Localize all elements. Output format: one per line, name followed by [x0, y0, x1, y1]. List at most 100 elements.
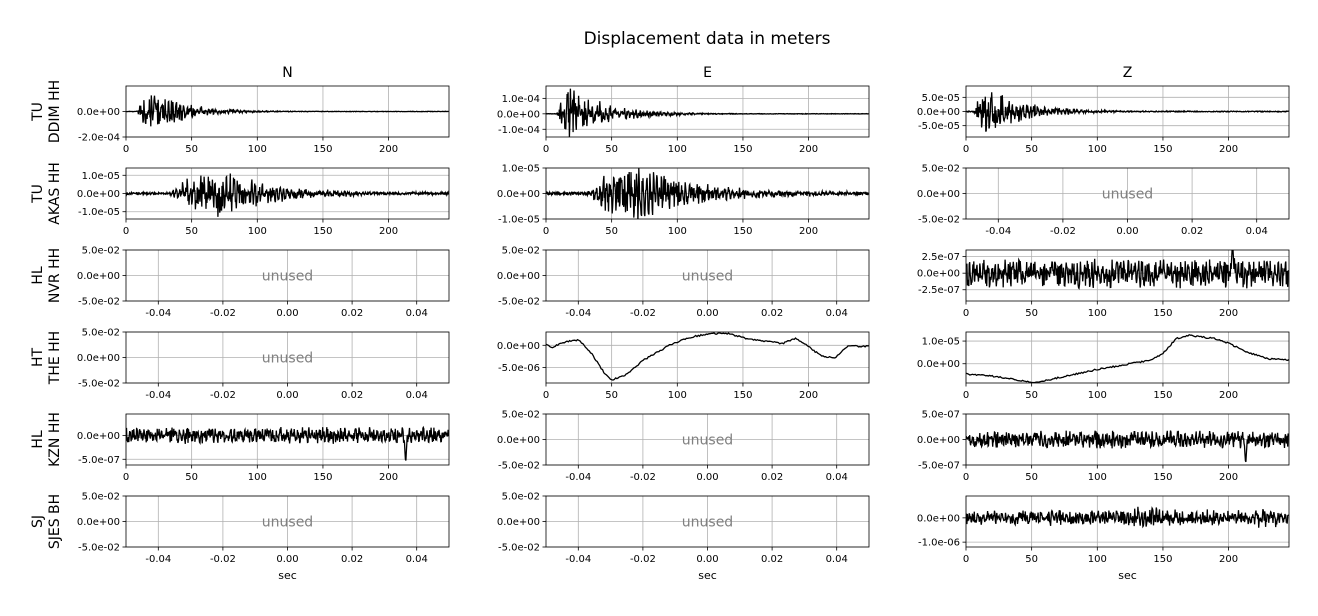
x-tick-label: 50 [1025, 308, 1038, 319]
x-tick-label: 200 [1219, 472, 1238, 483]
column-title: N [282, 65, 292, 81]
panel-z-row-3: 0 50 100 150 200 0.0e+00 1.0e-05 [917, 331, 1290, 401]
panel-grid: 0 50 100 150 200 -2.0e-04 0.0e+00 0 50 100 150 200 -… [77, 85, 1290, 582]
x-tick-label: 0.04 [406, 390, 428, 401]
y-tick-label: 5.0e-02 [502, 246, 540, 257]
row-label-line: HL [30, 430, 46, 449]
panel-z-row-5: 0 50 100 150 200 -1.0e-06 0.0e+00 sec [917, 495, 1290, 582]
x-tick-label: 0 [963, 554, 969, 565]
x-tick-label: -0.02 [630, 472, 656, 483]
figure-title: Displacement data in meters [584, 29, 831, 49]
x-tick-label: 100 [1088, 472, 1107, 483]
x-tick-label: 0 [123, 226, 129, 237]
x-tick-label: -0.04 [565, 554, 591, 565]
y-tick-label: 0.0e+00 [77, 189, 120, 200]
panel-e-row-5: -0.04 -0.02 0.00 0.02 0.04 -5.0e-02 0.0e+00 5.0… [497, 492, 870, 582]
y-tick-label: 0.0e+00 [77, 517, 120, 528]
row-label-line: KZN HH [47, 412, 63, 467]
waveform-line [966, 92, 1289, 132]
panel-n-row-1: 0 50 100 150 200 -1.0e-05 0.0e+00 1.0e-05 [77, 167, 450, 237]
y-tick-label: 0.0e+00 [77, 353, 120, 364]
y-tick-label: 0.0e+00 [497, 517, 540, 528]
x-tick-label: 50 [1025, 144, 1038, 155]
panel-frame [545, 495, 870, 548]
x-tick-label: 0 [963, 390, 969, 401]
y-tick-label: -2.5e-07 [918, 285, 960, 296]
y-tick-label: -5.0e-05 [918, 121, 960, 132]
y-tick-label: -1.0e-05 [78, 207, 120, 218]
y-tick-label: 0.0e+00 [917, 359, 960, 370]
y-tick-label: -5.0e-07 [78, 455, 120, 466]
x-axis-label: sec [278, 569, 297, 582]
x-tick-label: 100 [1088, 144, 1107, 155]
x-tick-label: 150 [1153, 472, 1172, 483]
panel-frame [545, 167, 870, 220]
x-tick-label: 200 [379, 144, 398, 155]
waveform-line [966, 250, 1289, 290]
panel-frame [965, 331, 1290, 384]
panel-frame [965, 249, 1290, 302]
x-tick-label: 0.02 [761, 472, 783, 483]
row-label: HT THE HH [30, 331, 63, 385]
panel-z-row-1: -0.04 -0.02 0.00 0.02 0.04 -5.0e-02 0.0e+00 5.0… [917, 164, 1290, 237]
y-tick-label: -2.0e-04 [78, 133, 120, 144]
x-tick-label: 0 [543, 226, 549, 237]
x-tick-label: 0.00 [696, 472, 718, 483]
x-tick-label: -0.04 [565, 472, 591, 483]
x-tick-label: 100 [668, 226, 687, 237]
y-tick-label: -5.0e-02 [78, 543, 120, 554]
y-tick-label: -1.0e-06 [918, 538, 960, 549]
x-tick-label: 150 [1153, 554, 1172, 565]
column-title: Z [1123, 65, 1133, 81]
row-label-line: HL [30, 266, 46, 285]
x-tick-label: 0 [543, 390, 549, 401]
row-label-line: HT [30, 348, 46, 368]
x-tick-label: 200 [799, 226, 818, 237]
panel-z-row-4: 0 50 100 150 200 -5.0e-07 0.0e+00 5.0e-07 [917, 410, 1290, 483]
x-tick-label: 100 [668, 144, 687, 155]
x-tick-label: 200 [799, 390, 818, 401]
x-tick-label: 100 [1088, 308, 1107, 319]
x-tick-label: -0.04 [985, 226, 1011, 237]
panel-e-row-4: -0.04 -0.02 0.00 0.02 0.04 -5.0e-02 0.0e+00 5.0… [497, 410, 870, 483]
x-tick-label: -0.04 [145, 308, 171, 319]
x-tick-label: 100 [668, 390, 687, 401]
x-tick-label: 0 [123, 144, 129, 155]
x-tick-label: 150 [1153, 308, 1172, 319]
x-tick-label: 0 [543, 144, 549, 155]
panel-n-row-3: -0.04 -0.02 0.00 0.02 0.04 -5.0e-02 0.0e+00 5.0… [77, 328, 450, 401]
row-label-line: NVR HH [47, 248, 63, 303]
row-label-line: AKAS HH [47, 162, 63, 224]
y-tick-label: -5.0e-02 [918, 215, 960, 226]
panel-n-row-0: 0 50 100 150 200 -2.0e-04 0.0e+00 [77, 85, 450, 155]
x-tick-label: 0.00 [276, 554, 298, 565]
unused-label: unused [682, 515, 733, 531]
panel-frame [125, 413, 450, 466]
x-tick-label: 150 [1153, 144, 1172, 155]
column-title: E [703, 65, 712, 81]
x-tick-label: -0.02 [210, 308, 236, 319]
row-label-line: SJES BH [47, 494, 63, 549]
y-tick-label: -5.0e-07 [918, 461, 960, 472]
x-tick-label: 200 [379, 472, 398, 483]
x-tick-label: 0.02 [341, 390, 363, 401]
x-tick-label: 0 [963, 308, 969, 319]
row-label-line: DDIM HH [47, 80, 63, 143]
row-label: HL KZN HH [30, 412, 63, 467]
y-tick-label: 0.0e+00 [917, 107, 960, 118]
y-tick-label: 2.5e-07 [922, 252, 960, 263]
x-tick-label: 200 [1219, 308, 1238, 319]
x-tick-label: 0.04 [826, 472, 848, 483]
y-tick-label: 5.0e-05 [922, 93, 960, 104]
x-tick-label: 150 [1153, 390, 1172, 401]
x-tick-label: 50 [605, 390, 618, 401]
x-tick-label: 50 [605, 144, 618, 155]
y-tick-label: -5.0e-02 [78, 297, 120, 308]
x-tick-label: 50 [1025, 390, 1038, 401]
x-tick-label: 200 [379, 226, 398, 237]
y-tick-label: -5.0e-06 [498, 363, 540, 374]
y-tick-label: 1.0e-05 [922, 337, 960, 348]
x-tick-label: 150 [313, 226, 332, 237]
